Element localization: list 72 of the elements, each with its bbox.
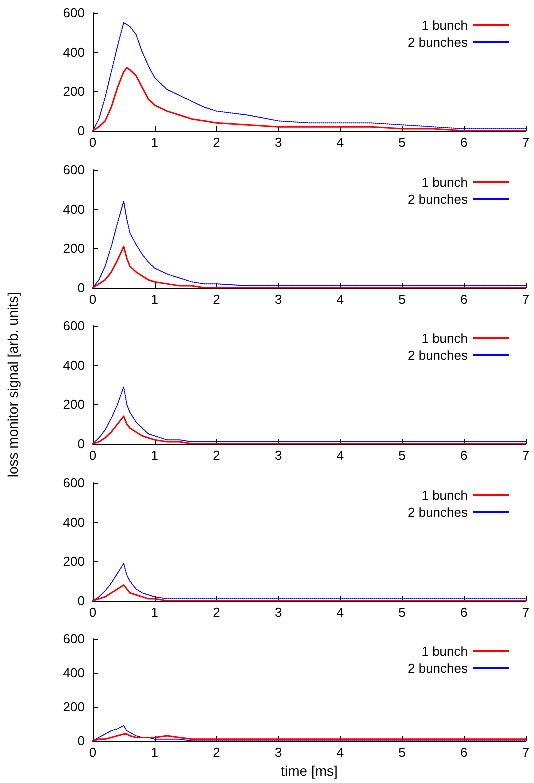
y-tick-label: 0 <box>78 436 85 452</box>
y-tick-label: 0 <box>78 593 85 608</box>
x-tick-label: 4 <box>336 448 344 464</box>
legend-label: 1 bunch <box>422 488 468 503</box>
x-tick-label: 6 <box>460 604 468 620</box>
x-tick-label: 2 <box>213 448 220 464</box>
x-tick-label: 5 <box>398 292 406 307</box>
legend-label: 1 bunch <box>422 644 468 660</box>
x-tick-label: 1 <box>151 448 158 464</box>
y-tick-label: 400 <box>63 666 85 681</box>
x-tick-label: 0 <box>89 448 97 464</box>
x-tick-label: 2 <box>213 745 220 760</box>
y-tick-label: 600 <box>63 162 85 178</box>
y-tick-label: 200 <box>63 240 85 256</box>
x-tick-label: 3 <box>274 745 282 760</box>
legend-label: 2 bunches <box>408 192 468 207</box>
legend-label: 2 bunches <box>408 348 468 364</box>
x-tick-label: 0 <box>89 292 97 307</box>
x-tick-label: 7 <box>522 135 530 150</box>
legend-label: 2 bunches <box>408 35 468 50</box>
x-tick-label: 3 <box>274 604 282 620</box>
x-tick-label: 7 <box>522 292 530 307</box>
x-tick-label: 5 <box>398 448 406 464</box>
y-tick-label: 200 <box>63 700 85 715</box>
y-tick-label: 200 <box>63 554 85 569</box>
x-tick-label: 2 <box>213 135 220 150</box>
x-tick-label: 4 <box>336 292 344 307</box>
y-tick-label: 600 <box>63 6 85 20</box>
x-tick-label: 5 <box>398 604 406 620</box>
x-tick-label: 7 <box>522 448 530 464</box>
y-tick-label: 200 <box>63 397 85 412</box>
y-tick-label: 0 <box>78 280 85 296</box>
x-tick-label: 4 <box>336 135 344 150</box>
y-tick-label: 0 <box>78 124 85 138</box>
legend-label: 2 bunches <box>408 504 468 520</box>
x-tick-label: 0 <box>89 604 97 620</box>
x-tick-label: 4 <box>336 604 344 620</box>
x-tick-label: 4 <box>336 745 344 760</box>
y-tick-label: 400 <box>63 201 85 216</box>
x-tick-label: 3 <box>274 448 282 464</box>
y-tick-label: 600 <box>63 318 85 334</box>
legend-label: 1 bunch <box>422 174 468 190</box>
x-tick-label: 1 <box>151 745 158 760</box>
y-tick-label: 400 <box>63 44 85 60</box>
legend-label: 1 bunch <box>422 331 468 346</box>
x-tick-label: 1 <box>151 604 158 620</box>
x-tick-label: 1 <box>151 135 158 150</box>
x-tick-label: 0 <box>89 135 97 150</box>
y-tick-label: 600 <box>63 632 85 647</box>
x-tick-label: 7 <box>522 745 530 760</box>
x-tick-label: 5 <box>398 745 406 760</box>
x-tick-label: 6 <box>460 135 468 150</box>
y-tick-label: 0 <box>78 734 85 749</box>
x-tick-label: 6 <box>460 292 468 307</box>
x-tick-label: 2 <box>213 604 220 620</box>
y-axis-title: loss monitor signal [arb. units] <box>5 292 21 478</box>
x-tick-label: 3 <box>274 292 282 307</box>
x-tick-label: 6 <box>460 448 468 464</box>
x-tick-label: 6 <box>460 745 468 760</box>
y-tick-label: 400 <box>63 514 85 530</box>
y-tick-label: 600 <box>63 475 85 490</box>
y-tick-label: 200 <box>63 84 85 100</box>
x-tick-label: 3 <box>274 135 282 150</box>
x-tick-label: 5 <box>398 135 406 150</box>
y-tick-label: 400 <box>63 358 85 374</box>
legend-label: 1 bunch <box>422 18 468 33</box>
x-tick-label: 7 <box>522 604 530 620</box>
x-axis-title: time [ms] <box>281 763 338 780</box>
x-tick-label: 2 <box>213 292 220 307</box>
x-tick-label: 0 <box>89 745 97 760</box>
legend-label: 2 bunches <box>408 661 468 676</box>
x-tick-label: 1 <box>151 292 158 307</box>
